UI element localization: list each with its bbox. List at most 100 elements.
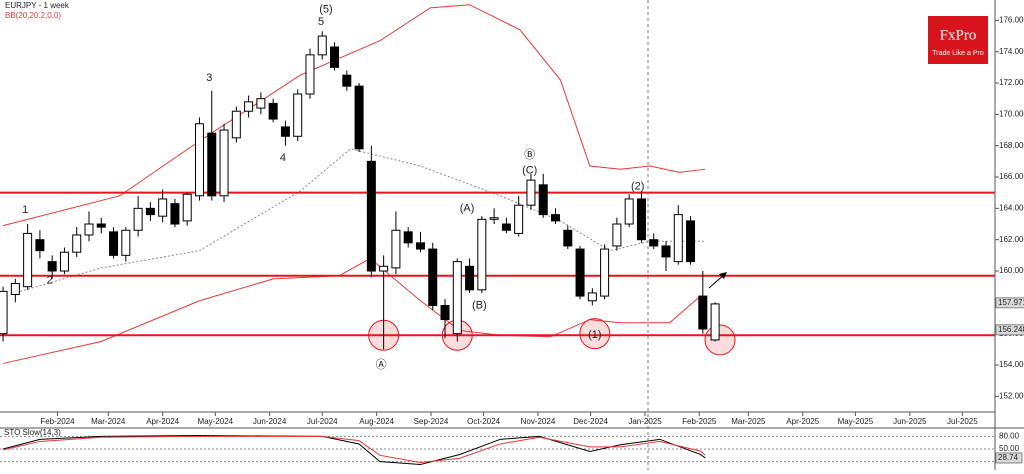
price-label: 156.248 [998, 325, 1024, 334]
y-tick-label: 154.000 [999, 360, 1024, 369]
candle-body [391, 229, 401, 269]
candle-body [612, 223, 622, 247]
indicator-band [20, 148, 706, 292]
x-tick-label: Mar-2024 [91, 417, 126, 426]
candle-body [145, 207, 155, 216]
candle-body [563, 229, 573, 247]
price-label: 157.971 [998, 298, 1024, 307]
y-tick-label: 164.000 [999, 203, 1024, 212]
x-tick-label: Sep-2024 [414, 417, 449, 426]
candle-body [182, 193, 192, 222]
candle-body [428, 248, 438, 306]
indicator-band [2, 4, 706, 227]
y-tick-label: 174.000 [999, 47, 1024, 56]
x-tick-label: Jul-2024 [307, 417, 338, 426]
wave-label: Ⓐ [376, 358, 387, 371]
candle-body [575, 248, 585, 297]
candle-body [330, 46, 340, 68]
arrow-head [719, 272, 727, 279]
osc-current-label: 28.74 [998, 453, 1019, 462]
candle-body [268, 102, 278, 120]
candle-body [403, 231, 413, 244]
candle-body [465, 265, 475, 291]
y-tick-label: 176.000 [999, 15, 1024, 24]
candle-body [477, 218, 487, 291]
candle-body [72, 234, 82, 253]
y-tick-label: 168.000 [999, 141, 1024, 150]
x-tick-label: May-2024 [198, 417, 234, 426]
candle-body [219, 129, 229, 197]
candle-body [293, 93, 303, 137]
osc-line [2, 435, 706, 463]
y-tick-label: 162.000 [999, 235, 1024, 244]
logo-box [928, 16, 988, 64]
candle-body [342, 74, 352, 87]
wave-label: (C) [522, 165, 537, 177]
osc-current-box [995, 452, 1023, 464]
x-tick-label: Aug-2024 [359, 417, 394, 426]
candle-body [673, 214, 683, 263]
candle-body [379, 265, 389, 272]
x-tick-label: Jul-2025 [947, 417, 978, 426]
candle-body [170, 203, 180, 225]
candle-body [415, 242, 425, 250]
wave-label: (5) [319, 3, 332, 15]
candle-body [624, 198, 634, 225]
x-tick-label: Oct-2024 [467, 417, 500, 426]
wave-label: 5 [318, 16, 324, 28]
wave-label: (B) [472, 299, 487, 311]
wave-label: (1) [588, 329, 601, 341]
candle-body [354, 85, 364, 150]
candle-body [661, 245, 671, 258]
price-label-box [995, 324, 1024, 336]
candle-body [489, 217, 499, 220]
candle-body [587, 292, 597, 302]
candle-body [47, 261, 57, 272]
indicator-label: BB(20,20.2,0,0) [5, 11, 61, 20]
candle-body [452, 261, 462, 335]
x-tick-label: Jun-2024 [253, 417, 287, 426]
x-tick-label: Jan-2025 [628, 417, 662, 426]
candle-body [256, 98, 266, 109]
candle-body [121, 229, 131, 256]
candle-body [35, 239, 45, 252]
candle-body [649, 239, 659, 247]
candle-body [231, 110, 241, 139]
x-tick-label: Apr-2025 [786, 417, 819, 426]
candle-body [366, 160, 376, 272]
logo-tagline: Trade Like a Pro [932, 50, 984, 57]
candle-body [538, 184, 548, 216]
candle-body [207, 132, 217, 197]
x-tick-label: Jun-2025 [893, 417, 927, 426]
wave-label: 4 [280, 152, 286, 164]
price-label-box [995, 297, 1024, 309]
candle-body [501, 223, 511, 231]
candle-body [317, 35, 327, 56]
candle-body [23, 232, 33, 288]
logo-brand: FxPro [940, 27, 977, 43]
candle-body [0, 290, 8, 335]
x-tick-label: Feb-2025 [682, 417, 717, 426]
candle-body [305, 54, 315, 95]
highlight-circle [704, 324, 736, 356]
candle-body [600, 248, 610, 297]
candle-body [636, 198, 646, 241]
wave-label: 3 [206, 72, 212, 84]
x-tick-label: Mar-2025 [731, 417, 766, 426]
candle-body [698, 295, 708, 330]
x-tick-label: Nov-2024 [521, 417, 556, 426]
osc-tick-label: 50.00 [999, 444, 1020, 453]
x-tick-label: Dec-2024 [573, 417, 608, 426]
oscillator-title: STO Slow(14,3) [4, 428, 61, 437]
candle-body [59, 251, 69, 272]
wave-label: (A) [460, 202, 475, 214]
candle-body [244, 101, 254, 112]
y-tick-label: 152.000 [999, 391, 1024, 400]
candle-body [526, 179, 536, 206]
x-tick-label: May-2025 [838, 417, 874, 426]
y-tick-label: 160.000 [999, 266, 1024, 275]
osc-line [2, 435, 706, 466]
chart-title: EURJPY - 1 week [5, 1, 70, 10]
candle-body [158, 198, 168, 217]
